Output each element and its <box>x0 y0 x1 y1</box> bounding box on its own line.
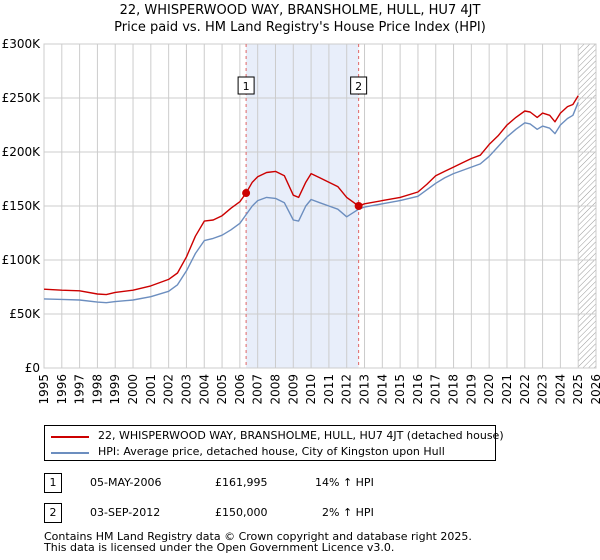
sale-point <box>242 189 251 198</box>
x-tick-label: 1997 <box>73 374 87 405</box>
y-tick-label: £100K <box>2 253 42 267</box>
x-tick-label: 2012 <box>340 374 354 405</box>
x-tick-label: 2022 <box>518 374 532 405</box>
sale-date: 05-MAY-2006 <box>90 476 162 489</box>
legend-swatch-hpi <box>51 452 89 454</box>
footer-line-2: This data is licensed under the Open Gov… <box>44 541 395 554</box>
sale-marker-number: 2 <box>355 80 362 93</box>
x-tick-label: 2004 <box>197 374 211 405</box>
x-tick-label: 2020 <box>482 374 496 405</box>
x-tick-label: 2025 <box>571 374 585 405</box>
x-tick-label: 2016 <box>411 374 425 405</box>
x-tick-label: 2007 <box>251 374 265 405</box>
legend-swatch-property <box>51 436 89 438</box>
x-tick-label: 2000 <box>126 374 140 405</box>
y-tick-label: £150K <box>2 199 42 213</box>
x-tick-label: 2024 <box>553 374 567 405</box>
hpi-line <box>44 102 579 304</box>
sale-price: £150,000 <box>215 506 268 519</box>
sale-point <box>354 202 363 210</box>
sale-number-badge: 1 <box>44 473 62 493</box>
y-tick-label: £50K <box>9 307 41 321</box>
plot-border <box>43 43 597 369</box>
x-tick-label: 2008 <box>268 374 282 405</box>
x-tick-label: 2002 <box>162 374 176 405</box>
x-tick-label: 2001 <box>144 374 158 405</box>
x-tick-label: 2018 <box>447 374 461 405</box>
x-tick-label: 1995 <box>37 374 51 405</box>
x-tick-label: 2009 <box>286 374 300 405</box>
legend-label-hpi: HPI: Average price, detached house, City… <box>98 445 445 458</box>
sale-hpi-change: 2% ↑ HPI <box>322 506 374 519</box>
x-tick-label: 2014 <box>375 374 389 405</box>
x-tick-label: 2006 <box>233 374 247 405</box>
sale-marker-box <box>350 76 368 95</box>
x-tick-label: 2013 <box>358 374 372 405</box>
legend: 22, WHISPERWOOD WAY, BRANSHOLME, HULL, H… <box>44 425 504 461</box>
sale-date: 03-SEP-2012 <box>90 506 161 519</box>
x-tick-label: 2026 <box>589 374 600 405</box>
price-chart: 1 2 £0 £50K £100K £150K £200K £250K £300K 1995 1… <box>2 37 600 405</box>
sale-marker-number: 1 <box>243 80 250 93</box>
x-tick-label: 1998 <box>90 374 104 405</box>
y-tick-label: £200K <box>2 145 42 159</box>
x-tick-label: 2010 <box>304 374 318 405</box>
footer-line-1: Contains HM Land Registry data © Crown c… <box>44 530 472 543</box>
x-tick-label: 2003 <box>179 374 193 405</box>
y-tick-label: £300K <box>2 37 42 51</box>
sale-hpi-change: 14% ↑ HPI <box>315 476 374 489</box>
x-tick-label: 2019 <box>464 374 478 405</box>
sale-marker-box <box>237 76 255 95</box>
sale-number-badge: 2 <box>44 503 62 523</box>
chart-title-address: 22, WHISPERWOOD WAY, BRANSHOLME, HULL, H… <box>119 3 481 18</box>
x-tick-label: 2021 <box>500 374 514 405</box>
x-tick-label: 2015 <box>393 374 407 405</box>
x-tick-label: 1996 <box>55 374 69 405</box>
x-tick-label: 2005 <box>215 374 229 405</box>
chart-title-subtitle: Price paid vs. HM Land Registry's House … <box>114 20 486 35</box>
legend-label-property: 22, WHISPERWOOD WAY, BRANSHOLME, HULL, H… <box>98 429 504 442</box>
x-tick-label: 1999 <box>108 374 122 405</box>
footer-copyright: Contains HM Land Registry data © Crown c… <box>44 531 472 553</box>
y-tick-label: £0 <box>25 361 40 375</box>
x-tick-label: 2023 <box>536 374 550 405</box>
sale-price: £161,995 <box>215 476 268 489</box>
y-tick-label: £250K <box>2 91 42 105</box>
property-price-line <box>44 95 579 296</box>
x-tick-label: 2017 <box>429 374 443 405</box>
x-tick-label: 2011 <box>322 374 336 405</box>
